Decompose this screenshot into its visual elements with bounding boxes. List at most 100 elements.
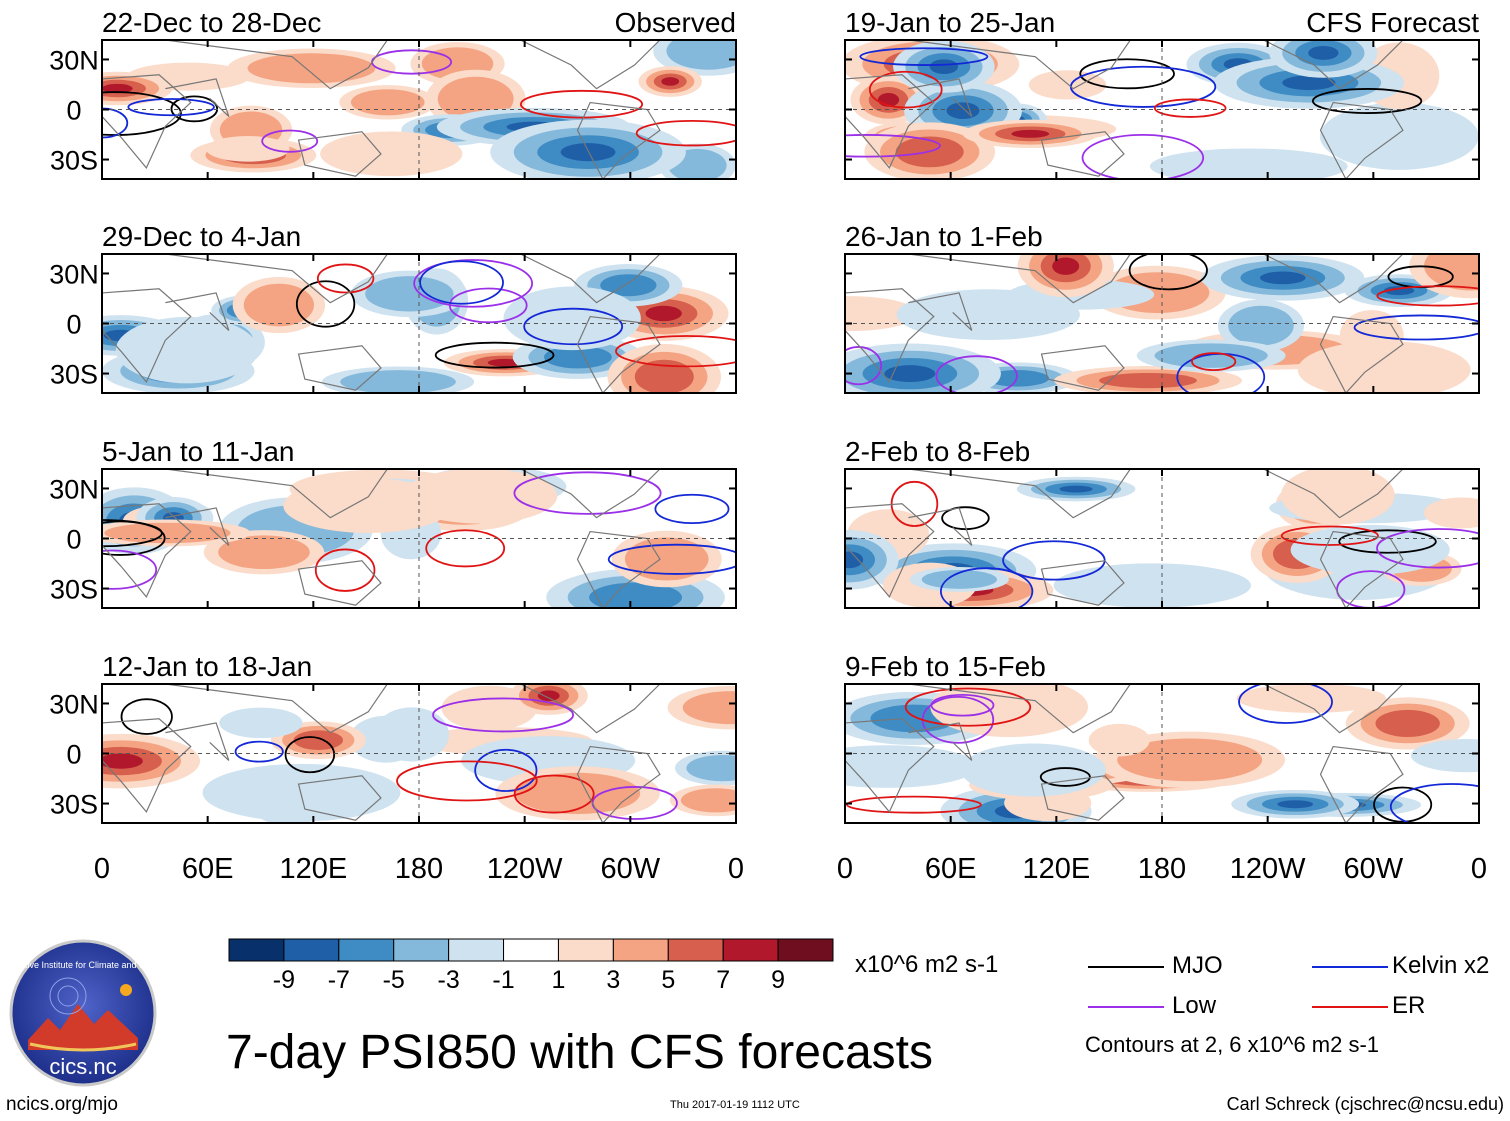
- coastline-1: [908, 40, 1131, 90]
- contour-mjo: [1079, 58, 1175, 90]
- site-link[interactable]: ncics.org/mjo: [6, 1094, 118, 1115]
- contour-mjo: [1373, 786, 1433, 823]
- y-tick-label: 30S: [50, 790, 98, 820]
- anomaly-field: [102, 469, 725, 608]
- panel-period-label: 26-Jan to 1-Feb: [845, 221, 1043, 252]
- panel-period-label: 2-Feb to 8-Feb: [845, 436, 1030, 467]
- coastline-0: [102, 288, 192, 383]
- y-tick-label: 30N: [49, 689, 99, 719]
- coastline-5: [908, 292, 973, 331]
- coastline-2: [297, 775, 382, 821]
- contour-mjo: [284, 736, 336, 774]
- coastline-4: [1263, 254, 1404, 304]
- coastline-2: [297, 560, 382, 606]
- panel-period-label: 12-Jan to 18-Jan: [102, 651, 312, 682]
- contour-kelvin-x2: [1238, 684, 1333, 724]
- colorbar-swatch: [393, 938, 450, 962]
- x-tick-label: 60W: [1344, 853, 1404, 885]
- y-tick-label: 0: [66, 525, 81, 555]
- negative-anomaly: [503, 286, 641, 351]
- credit: Carl Schreck (cjschrec@ncsu.edu): [1226, 1094, 1504, 1114]
- contour-low: [845, 134, 941, 158]
- contour-kelvin-x2: [1353, 314, 1479, 341]
- contour-kelvin-x2: [859, 47, 989, 66]
- contour-kelvin-x2: [127, 98, 215, 117]
- panel-7: 2-Feb to 8-Feb: [844, 436, 1480, 609]
- negative-anomaly: [589, 582, 683, 608]
- colorbar-units: x10^6 m2 s-1: [855, 951, 999, 978]
- coastline-4: [520, 684, 661, 734]
- positive-anomaly: [487, 358, 522, 367]
- contour-er: [316, 263, 375, 294]
- negative-anomaly: [666, 40, 736, 70]
- legend-label-mjo: MJO: [1172, 952, 1223, 979]
- contour-er: [1191, 352, 1237, 371]
- y-tick-label: 30S: [50, 575, 98, 605]
- positive-anomaly: [293, 730, 343, 750]
- x-tick-label: 120W: [487, 853, 563, 885]
- coastline-5: [165, 292, 230, 331]
- contour-kelvin-x2: [419, 260, 504, 305]
- legend-line-low: [1088, 1006, 1164, 1008]
- contour-kelvin-x2: [654, 493, 730, 525]
- positive-anomaly: [1375, 709, 1440, 738]
- positive-anomaly: [634, 359, 694, 393]
- negative-anomaly: [960, 743, 1106, 797]
- contour-mjo: [170, 95, 219, 123]
- negative-anomaly: [365, 276, 454, 312]
- colorbar-label: -7: [328, 966, 350, 994]
- contour-low: [845, 346, 883, 386]
- coastline-1: [165, 40, 388, 90]
- contour-er: [635, 119, 736, 147]
- negative-anomaly: [1053, 563, 1251, 608]
- contour-kelvin-x2: [234, 740, 284, 763]
- contour-er: [1376, 285, 1479, 307]
- coastline-2: [1040, 131, 1125, 177]
- coastline-1: [908, 684, 1131, 734]
- panel-period-label: 19-Jan to 25-Jan: [845, 7, 1055, 38]
- contours: [120, 697, 678, 820]
- negative-anomaly: [600, 274, 657, 297]
- positive-anomaly: [243, 283, 315, 327]
- negative-anomaly: [1319, 102, 1479, 170]
- negative-anomaly: [1059, 485, 1093, 493]
- legend-label-low: Low: [1172, 992, 1217, 1019]
- positive-anomaly: [350, 89, 425, 116]
- contour-low: [432, 697, 575, 733]
- colorbar-label: -5: [383, 966, 405, 994]
- coastline-2: [1040, 345, 1125, 391]
- contour-mjo: [1128, 254, 1208, 291]
- negative-anomaly: [845, 551, 864, 569]
- negative-anomaly: [884, 365, 936, 383]
- coastline-2: [1040, 775, 1125, 821]
- panel-period-label: 22-Dec to 28-Dec: [102, 7, 321, 38]
- contour-er: [1153, 98, 1227, 118]
- positive-anomaly: [1281, 469, 1395, 525]
- anomaly-field: [102, 684, 736, 823]
- positive-anomaly: [682, 691, 736, 725]
- contour-mjo: [295, 280, 356, 328]
- coastline-0: [845, 288, 935, 383]
- positive-anomaly: [102, 753, 143, 769]
- contour-note: Contours at 2, 6 x10^6 m2 s-1: [1085, 1032, 1380, 1057]
- logo-ring-text: Cooperative Institute for Climate and Sa…: [8, 960, 158, 970]
- colorbar-swatch: [283, 938, 340, 962]
- contour-mjo: [434, 341, 555, 369]
- contour-mjo: [102, 520, 166, 556]
- coastline-0: [102, 503, 192, 598]
- positive-anomaly: [845, 296, 918, 332]
- coastline-0: [845, 74, 935, 169]
- negative-anomaly: [115, 316, 259, 384]
- y-tick-label: 0: [66, 96, 81, 126]
- legend-line-kelvin: [1312, 966, 1388, 968]
- negative-anomaly: [202, 763, 401, 822]
- colorbar-swatch: [777, 938, 834, 962]
- positive-anomaly: [680, 788, 736, 813]
- contour-mjo: [1338, 529, 1437, 554]
- negative-anomaly: [560, 143, 616, 162]
- negative-anomaly: [1259, 271, 1306, 285]
- negative-anomaly: [219, 707, 303, 739]
- coastline-4: [1263, 469, 1404, 519]
- anomaly-field: [102, 40, 736, 179]
- coastline-2: [297, 345, 382, 391]
